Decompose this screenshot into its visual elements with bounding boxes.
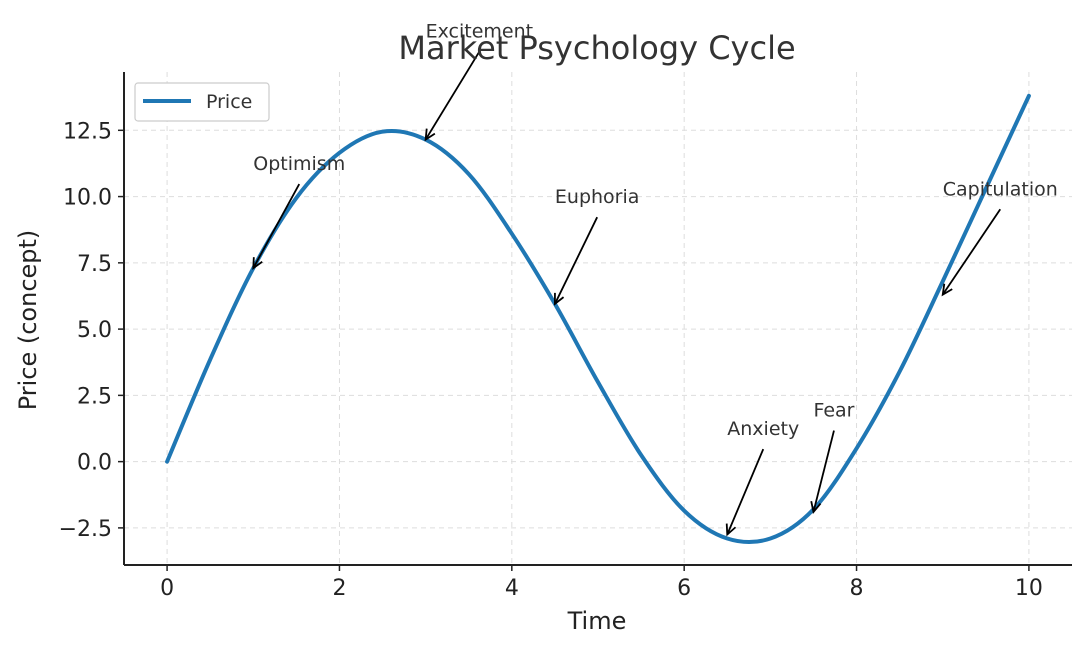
annotation-arrow xyxy=(941,208,1002,296)
annotation-arrow xyxy=(424,51,481,141)
annotation-label: Fear xyxy=(813,400,854,422)
legend-box xyxy=(134,82,270,122)
axes xyxy=(123,72,1072,566)
ticks: 0 2 4 6 8 10 −2.5 0.0 2.5 5.0 7.5 10.0 12.5 xyxy=(59,119,1043,601)
y-tick-label: 12.5 xyxy=(63,119,112,144)
y-tick-label: 7.5 xyxy=(77,252,112,277)
y-tick-label: 0.0 xyxy=(77,451,112,476)
series-line-price xyxy=(165,93,1031,545)
annotation-arrow xyxy=(726,448,765,535)
x-tick-label: 0 xyxy=(160,576,174,601)
annotation-label: Excitement xyxy=(426,21,533,43)
series-layer xyxy=(165,93,1031,545)
y-tick-label: −2.5 xyxy=(59,517,112,542)
annotation-label: Euphoria xyxy=(555,186,640,208)
annotation-arrow xyxy=(252,183,301,269)
annotation-arrowhead xyxy=(424,128,436,142)
x-tick-label: 10 xyxy=(1015,576,1043,601)
annotation-arrow xyxy=(554,216,598,305)
x-tick-label: 6 xyxy=(677,576,691,601)
y-tick-label: 2.5 xyxy=(77,384,112,409)
y-tick-label: 5.0 xyxy=(77,318,112,343)
x-axis-label: Time xyxy=(567,607,627,635)
annotation-arrowhead xyxy=(941,283,953,297)
y-tick-label: 10.0 xyxy=(63,186,112,211)
annotation-arrow xyxy=(812,430,835,513)
x-tick-label: 4 xyxy=(505,576,519,601)
legend: Price xyxy=(134,82,270,122)
y-axis-label: Price (concept) xyxy=(14,230,42,411)
annotation-arrowhead xyxy=(252,257,263,270)
x-tick-label: 8 xyxy=(850,576,864,601)
annotation-label: Anxiety xyxy=(727,418,799,440)
grid xyxy=(124,72,1072,565)
annotation-arrowhead xyxy=(725,523,737,537)
legend-label: Price xyxy=(206,91,252,113)
x-tick-label: 2 xyxy=(332,576,346,601)
annotation-label: Optimism xyxy=(253,153,345,175)
annotation-arrowhead xyxy=(554,292,565,306)
annotation-arrowhead xyxy=(810,501,822,514)
annotations: Optimism Excitement Euphoria Anxiety Fear Cap… xyxy=(252,21,1058,537)
chart-title: Market Psychology Cycle xyxy=(398,29,795,67)
annotation-label: Capitulation xyxy=(943,178,1058,200)
